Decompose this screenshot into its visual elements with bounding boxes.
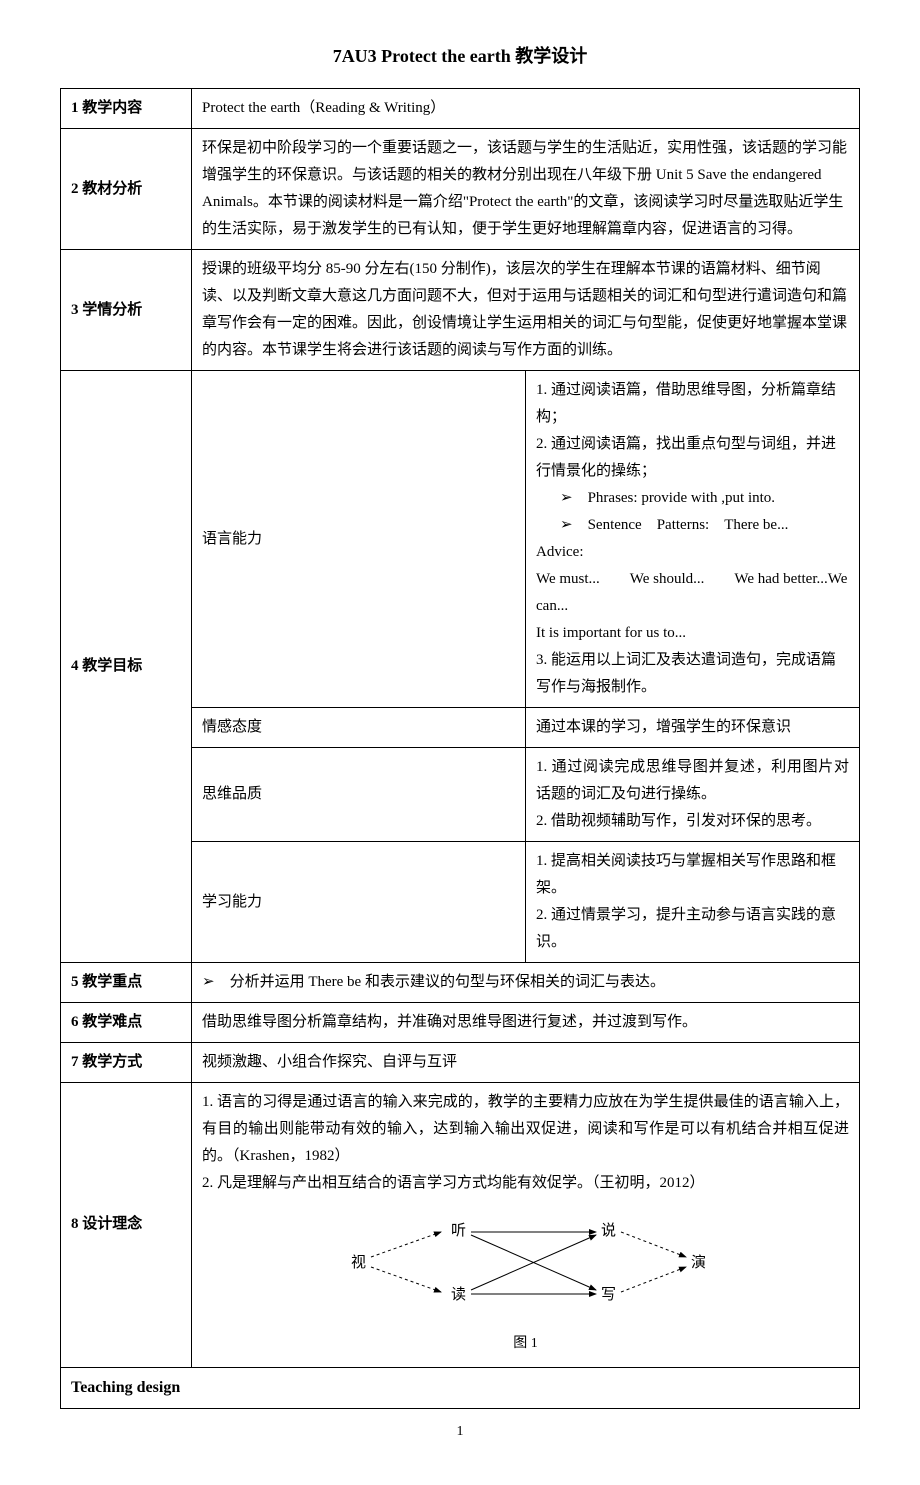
- lang-l1: 1. 通过阅读语篇，借助思维导图，分析篇章结构；: [536, 377, 849, 431]
- label-7: 7 教学方式: [61, 1043, 192, 1083]
- page-number: 1: [60, 1419, 860, 1444]
- lang-l2: 2. 通过阅读语篇，找出重点句型与词组，并进行情景化的操练；: [536, 431, 849, 485]
- design-p1: 1. 语言的习得是通过语言的输入来完成的，教学的主要精力应放在为学生提供最佳的语…: [202, 1089, 849, 1170]
- content-7: 视频激趣、小组合作探究、自评与互评: [192, 1043, 860, 1083]
- content-lang: 1. 通过阅读语篇，借助思维导图，分析篇章结构； 2. 通过阅读语篇，找出重点句…: [526, 371, 860, 708]
- learn-l1: 1. 提高相关阅读技巧与掌握相关写作思路和框架。: [536, 848, 849, 902]
- content-5: ➢ 分析并运用 There be 和表示建议的句型与环保相关的词汇与表达。: [192, 963, 860, 1003]
- label-1: 1 教学内容: [61, 89, 192, 129]
- diagram: 视 听 读 说 写 演: [202, 1197, 849, 1360]
- content-3: 授课的班级平均分 85-90 分左右(150 分制作)，该层次的学生在理解本节课…: [192, 250, 860, 371]
- lang-l4: ➢ Sentence Patterns: There be...: [536, 512, 849, 539]
- node-left: 视: [351, 1254, 366, 1271]
- node-b2: 写: [601, 1287, 616, 1303]
- lang-l5: Advice:: [536, 539, 849, 566]
- lang-l8: 3. 能运用以上词汇及表达遣词造句，完成语篇写作与海报制作。: [536, 647, 849, 701]
- sublabel-learn: 学习能力: [192, 842, 526, 963]
- row-teaching-design: Teaching design: [61, 1367, 860, 1409]
- design-p2: 2. 凡是理解与产出相互结合的语言学习方式均能有效促学。（王初明，2012）: [202, 1170, 849, 1197]
- lesson-plan-table: 1 教学内容 Protect the earth（Reading & Writi…: [60, 88, 860, 1409]
- sublabel-affect: 情感态度: [192, 708, 526, 748]
- node-t2: 说: [601, 1222, 616, 1239]
- node-right: 演: [691, 1254, 706, 1271]
- node-b1: 读: [451, 1286, 466, 1303]
- row-content: 1 教学内容 Protect the earth（Reading & Writi…: [61, 89, 860, 129]
- row-material: 2 教材分析 环保是初中阶段学习的一个重要话题之一，该话题与学生的生活贴近，实用…: [61, 129, 860, 250]
- sublabel-lang: 语言能力: [192, 371, 526, 708]
- content-8: 1. 语言的习得是通过语言的输入来完成的，教学的主要精力应放在为学生提供最佳的语…: [192, 1083, 860, 1367]
- row-goal-lang: 4 教学目标 语言能力 1. 通过阅读语篇，借助思维导图，分析篇章结构； 2. …: [61, 371, 860, 708]
- learn-l2: 2. 通过情景学习，提升主动参与语言实践的意识。: [536, 902, 849, 956]
- row-design: 8 设计理念 1. 语言的习得是通过语言的输入来完成的，教学的主要精力应放在为学…: [61, 1083, 860, 1367]
- content-think: 1. 通过阅读完成思维导图并复述，利用图片对话题的词汇及句进行操练。 2. 借助…: [526, 748, 860, 842]
- row-method: 7 教学方式 视频激趣、小组合作探究、自评与互评: [61, 1043, 860, 1083]
- label-2: 2 教材分析: [61, 129, 192, 250]
- label-8: 8 设计理念: [61, 1083, 192, 1367]
- label-3: 3 学情分析: [61, 250, 192, 371]
- node-t1: 听: [451, 1222, 466, 1239]
- think-l1: 1. 通过阅读完成思维导图并复述，利用图片对话题的词汇及句进行操练。: [536, 754, 849, 808]
- content-learn: 1. 提高相关阅读技巧与掌握相关写作思路和框架。 2. 通过情景学习，提升主动参…: [526, 842, 860, 963]
- lang-l3: ➢ Phrases: provide with ,put into.: [536, 485, 849, 512]
- lang-l7: It is important for us to...: [536, 620, 849, 647]
- lang-l6: We must... We should... We had better...…: [536, 566, 849, 620]
- content-affect: 通过本课的学习，增强学生的环保意识: [526, 708, 860, 748]
- teaching-design-heading: Teaching design: [61, 1367, 860, 1409]
- content-2: 环保是初中阶段学习的一个重要话题之一，该话题与学生的生活贴近，实用性强，该话题的…: [192, 129, 860, 250]
- label-5: 5 教学重点: [61, 963, 192, 1003]
- row-student: 3 学情分析 授课的班级平均分 85-90 分左右(150 分制作)，该层次的学…: [61, 250, 860, 371]
- label-6: 6 教学难点: [61, 1003, 192, 1043]
- page-title: 7AU3 Protect the earth 教学设计: [60, 40, 860, 72]
- content-1: Protect the earth（Reading & Writing）: [192, 89, 860, 129]
- row-focus: 5 教学重点 ➢ 分析并运用 There be 和表示建议的句型与环保相关的词汇…: [61, 963, 860, 1003]
- row-difficulty: 6 教学难点 借助思维导图分析篇章结构，并准确对思维导图进行复述，并过渡到写作。: [61, 1003, 860, 1043]
- content-6: 借助思维导图分析篇章结构，并准确对思维导图进行复述，并过渡到写作。: [192, 1003, 860, 1043]
- flow-diagram-svg: 视 听 读 说 写 演: [316, 1207, 736, 1317]
- label-4: 4 教学目标: [61, 371, 192, 963]
- sublabel-think: 思维品质: [192, 748, 526, 842]
- diagram-caption: 图 1: [202, 1331, 849, 1356]
- think-l2: 2. 借助视频辅助写作，引发对环保的思考。: [536, 808, 849, 835]
